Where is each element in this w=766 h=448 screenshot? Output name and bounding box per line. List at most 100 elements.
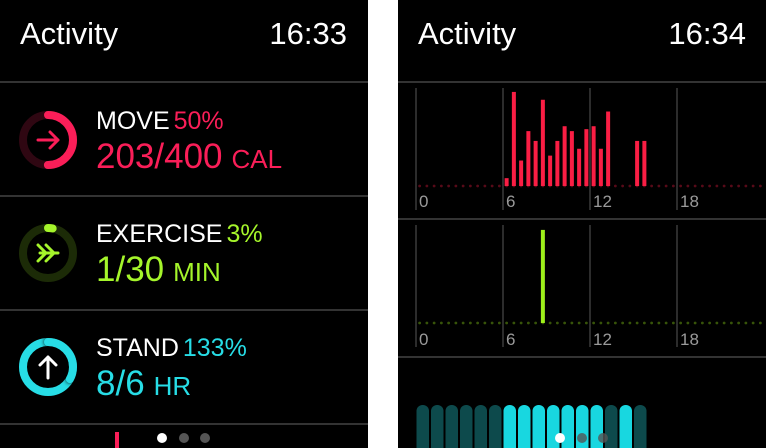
- baseline-dot: [693, 184, 697, 188]
- bar: [562, 126, 567, 186]
- ring-label: EXERCISE: [96, 220, 222, 248]
- baseline-dot: [744, 184, 748, 188]
- stand-hour: [532, 405, 545, 448]
- baseline-dot: [505, 321, 509, 325]
- baseline-dot: [686, 321, 690, 325]
- baseline-dot: [592, 321, 596, 325]
- ring-unit: MIN: [173, 257, 221, 287]
- ring-progress: [19, 224, 77, 282]
- page-dots: [157, 433, 608, 443]
- baseline-dot: [497, 321, 501, 325]
- screen-right: [398, 0, 766, 448]
- clock: 16:34: [668, 16, 746, 51]
- baseline-dot: [439, 321, 443, 325]
- bar: [591, 126, 596, 186]
- x-tick-label: 6: [506, 330, 515, 349]
- x-tick-label: 0: [419, 192, 428, 211]
- baseline-dot: [476, 184, 480, 188]
- bar: [526, 131, 531, 186]
- stand-hour: [445, 405, 458, 448]
- baseline-dot: [657, 321, 661, 325]
- stand-hour: [474, 405, 487, 448]
- baseline-dot: [708, 184, 712, 188]
- baseline-dot: [461, 321, 465, 325]
- baseline-dot: [555, 321, 559, 325]
- baseline-dot: [490, 184, 494, 188]
- baseline-dot: [425, 184, 429, 188]
- baseline-dot: [418, 321, 422, 325]
- baseline-dot: [751, 184, 755, 188]
- bar: [548, 155, 553, 186]
- baseline-dot: [483, 321, 487, 325]
- stand-hour: [605, 405, 618, 448]
- screen-left: [0, 0, 368, 448]
- ring-percent: 50%: [174, 107, 224, 135]
- baseline-dot: [439, 184, 443, 188]
- baseline-dot: [650, 184, 654, 188]
- baseline-dot: [657, 184, 661, 188]
- baseline-dot: [476, 321, 480, 325]
- bar: [577, 148, 582, 186]
- ring-unit: HR: [154, 371, 192, 401]
- clock: 16:33: [269, 16, 347, 51]
- x-tick-label: 12: [593, 330, 612, 349]
- baseline-dot: [447, 184, 451, 188]
- separators: [0, 81, 766, 425]
- baseline-dot: [548, 321, 552, 325]
- baseline-dot: [751, 321, 755, 325]
- stand-hour: [619, 405, 632, 448]
- ring-value: 203/400: [96, 137, 223, 176]
- baseline-dot: [722, 321, 726, 325]
- ring-percent: 3%: [226, 220, 262, 248]
- baseline-dot: [708, 321, 712, 325]
- baseline-dot: [722, 184, 726, 188]
- baseline-dot: [454, 321, 458, 325]
- baseline-dot: [425, 321, 429, 325]
- baseline-dot: [628, 184, 632, 188]
- baseline-dot: [621, 184, 625, 188]
- baseline-dot: [715, 321, 719, 325]
- baseline-dot: [570, 321, 574, 325]
- baseline-dot: [512, 321, 516, 325]
- bar: [569, 131, 574, 186]
- baseline-dot: [526, 321, 530, 325]
- baseline-dot: [700, 321, 704, 325]
- ring-value: 8/6: [96, 364, 145, 403]
- bar: [642, 140, 647, 186]
- baseline-dot: [679, 184, 683, 188]
- baseline-dot: [454, 184, 458, 188]
- baseline-dot: [664, 321, 668, 325]
- stand-hour: [416, 405, 429, 448]
- ring-progress: [19, 111, 77, 169]
- baseline-dot: [468, 321, 472, 325]
- ring-unit: CAL: [232, 144, 283, 174]
- x-tick-label: 18: [680, 330, 699, 349]
- baseline-dot: [584, 321, 588, 325]
- stand-hour: [518, 405, 531, 448]
- baseline-dot: [671, 184, 675, 188]
- baseline-dot: [468, 184, 472, 188]
- baseline-dot: [577, 321, 581, 325]
- bar: [635, 140, 640, 186]
- ring-value-line: 1/30 MIN: [96, 250, 221, 289]
- peek-bar: [115, 432, 119, 448]
- bar: [511, 91, 516, 186]
- ring-label-line: MOVE 50%: [96, 107, 224, 135]
- app-title: Activity: [20, 16, 119, 51]
- baseline-dot: [737, 321, 741, 325]
- baseline-dot: [729, 321, 733, 325]
- ring-icons: [36, 130, 60, 380]
- x-tick-label: 12: [593, 192, 612, 211]
- baseline-dot: [432, 321, 436, 325]
- baseline-dot: [758, 321, 762, 325]
- bar: [533, 140, 538, 186]
- ring-value: 1/30: [96, 250, 164, 289]
- baseline-dot: [497, 184, 501, 188]
- ring-label: MOVE: [96, 107, 170, 135]
- bar: [540, 99, 545, 186]
- ring-label-line: EXERCISE 3%: [96, 220, 263, 248]
- baseline-dot: [693, 321, 697, 325]
- bar: [606, 111, 611, 186]
- ring-value-line: 8/6 HR: [96, 364, 191, 403]
